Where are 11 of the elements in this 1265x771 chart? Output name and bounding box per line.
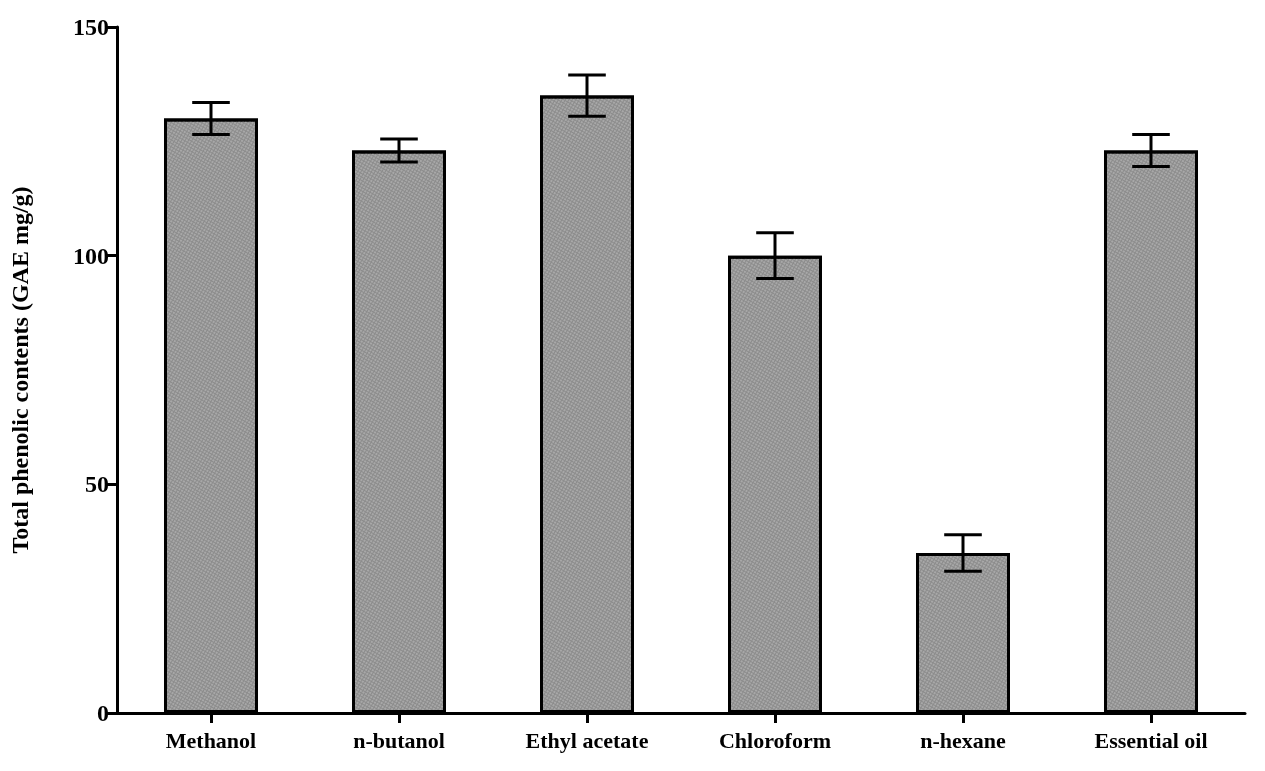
x-tick-label: Ethyl acetate: [525, 727, 649, 753]
x-tick-label: Essential oil: [1094, 727, 1208, 753]
x-tick-label: Methanol: [165, 727, 257, 753]
y-tick-label: 150: [73, 14, 109, 40]
x-tick-label: Chloroform: [718, 727, 832, 753]
x-tick-label: n-butanol: [353, 727, 445, 753]
y-tick-label: 100: [73, 242, 109, 269]
y-tick-label: 0: [97, 700, 109, 726]
y-axis-title: Total phenolic contents (GAE mg/g): [7, 186, 33, 554]
x-tick-label: n-hexane: [920, 727, 1007, 753]
y-tick-label: 50: [85, 471, 109, 498]
